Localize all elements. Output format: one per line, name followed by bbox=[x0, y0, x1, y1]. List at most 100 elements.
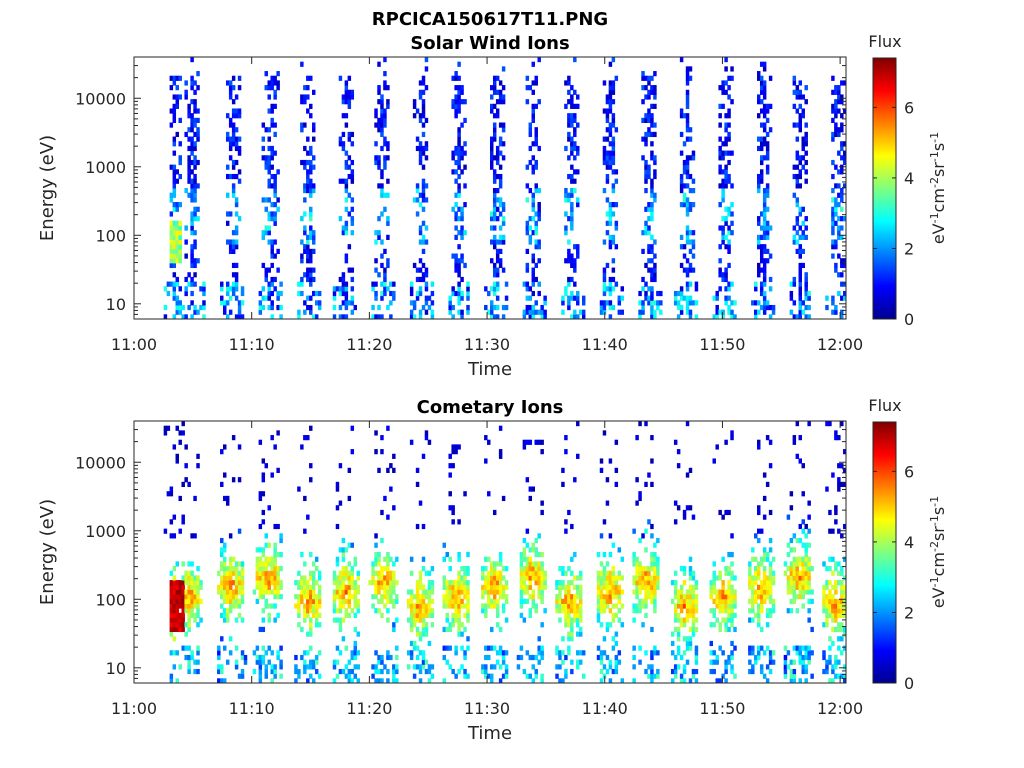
spectrogram-cell bbox=[602, 594, 607, 600]
spectrogram-cell bbox=[344, 225, 349, 231]
spectrogram-cell bbox=[650, 216, 654, 222]
spectrogram-cell bbox=[614, 664, 619, 670]
spectrogram-cell bbox=[300, 594, 304, 600]
spectrogram-cell bbox=[840, 113, 844, 119]
spectrogram-cell bbox=[225, 612, 230, 618]
spectrogram-cell bbox=[715, 295, 719, 301]
spectrogram-cell bbox=[490, 309, 494, 315]
spectrogram-cell bbox=[596, 603, 601, 609]
spectrogram-cell bbox=[190, 570, 194, 576]
spectrogram-cell bbox=[721, 650, 725, 656]
spectrogram-cell bbox=[576, 202, 580, 208]
spectrogram-cell bbox=[383, 272, 387, 278]
spectrogram-cell bbox=[599, 584, 604, 590]
spectrogram-cell bbox=[169, 253, 174, 259]
spectrogram-cell bbox=[276, 71, 280, 77]
spectrogram-cell bbox=[596, 570, 601, 576]
spectrogram-cell bbox=[409, 617, 414, 623]
colorbar-label: eV-1cm-2sr-1s-1 bbox=[928, 496, 948, 608]
spectrogram-cell bbox=[768, 575, 773, 581]
spectrogram-cell bbox=[691, 594, 696, 600]
spectrogram-cell bbox=[579, 603, 583, 609]
spectrogram-cell bbox=[611, 183, 616, 189]
spectrogram-cell bbox=[534, 225, 538, 231]
spectrogram-cell bbox=[807, 290, 811, 297]
spectrogram-cell bbox=[537, 57, 541, 63]
spectrogram-cell bbox=[267, 556, 271, 562]
spectrogram-cell bbox=[801, 542, 805, 548]
spectrogram-cell bbox=[561, 598, 565, 604]
spectrogram-cell bbox=[300, 589, 304, 595]
spectrogram-cell bbox=[540, 673, 544, 679]
spectrogram-cell bbox=[570, 580, 574, 586]
spectrogram-cell bbox=[691, 575, 696, 581]
spectrogram-cell bbox=[415, 598, 420, 604]
spectrogram-cell bbox=[460, 589, 464, 595]
spectrogram-cell bbox=[567, 300, 571, 306]
spectrogram-cell bbox=[169, 631, 174, 637]
spectrogram-cell bbox=[751, 664, 755, 670]
spectrogram-cell bbox=[798, 435, 802, 441]
spectrogram-cell bbox=[457, 668, 461, 675]
spectrogram-cell bbox=[418, 267, 423, 273]
spectrogram-cell bbox=[498, 678, 503, 684]
spectrogram-cell bbox=[454, 150, 458, 156]
spectrogram-cell bbox=[528, 570, 533, 576]
spectrogram-cell bbox=[163, 430, 168, 436]
spectrogram-cell bbox=[341, 141, 346, 147]
spectrogram-cell bbox=[679, 188, 684, 194]
spectrogram-cell bbox=[309, 145, 313, 152]
spectrogram-cell bbox=[261, 295, 266, 301]
spectrogram-cell bbox=[317, 598, 322, 604]
spectrogram-cell bbox=[415, 267, 420, 273]
spectrogram-cell bbox=[228, 561, 233, 567]
spectrogram-cell bbox=[317, 584, 322, 590]
spectrogram-cell bbox=[727, 286, 731, 292]
spectrogram-cell bbox=[688, 645, 693, 651]
spectrogram-cell bbox=[454, 267, 458, 273]
spectrogram-cell bbox=[460, 309, 464, 315]
spectrogram-cell bbox=[558, 584, 562, 590]
spectrogram-cell bbox=[682, 169, 687, 175]
spectrogram-cell bbox=[620, 678, 624, 684]
spectrogram-cell bbox=[837, 608, 841, 614]
spectrogram-cell bbox=[231, 290, 236, 297]
spectrogram-cell bbox=[309, 304, 313, 311]
spectrogram-cell bbox=[840, 234, 844, 240]
spectrogram-cell bbox=[454, 145, 458, 152]
spectrogram-cell bbox=[798, 248, 802, 254]
spectrogram-cell bbox=[840, 594, 844, 600]
spectrogram-cell bbox=[540, 570, 544, 576]
spectrogram-cell bbox=[457, 188, 461, 194]
spectrogram-cell bbox=[309, 594, 313, 600]
spectrogram-cell bbox=[460, 598, 464, 604]
spectrogram-cell bbox=[454, 589, 458, 595]
spectrogram-cell bbox=[460, 603, 464, 609]
spectrogram-cell bbox=[172, 230, 177, 236]
spectrogram-cell bbox=[822, 584, 826, 590]
spectrogram-cell bbox=[840, 262, 844, 269]
spectrogram-cell bbox=[255, 645, 260, 651]
spectrogram-cell bbox=[457, 94, 461, 100]
spectrogram-cell bbox=[424, 603, 429, 609]
spectrogram-cell bbox=[386, 258, 390, 264]
spectrogram-cell bbox=[309, 211, 313, 217]
spectrogram-cell bbox=[721, 230, 725, 236]
spectrogram-cell bbox=[270, 276, 274, 283]
spectrogram-cell bbox=[187, 481, 191, 487]
spectrogram-cell bbox=[682, 664, 687, 670]
spectrogram-cell bbox=[196, 136, 200, 142]
spectrogram-cell bbox=[531, 598, 535, 604]
spectrogram-cell bbox=[175, 206, 179, 212]
spectrogram-cell bbox=[463, 164, 467, 170]
spectrogram-cell bbox=[457, 230, 461, 236]
spectrogram-cell bbox=[650, 248, 654, 254]
spectrogram-cell bbox=[632, 556, 636, 562]
spectrogram-cell bbox=[653, 566, 657, 572]
spectrogram-cell bbox=[647, 575, 651, 581]
spectrogram-cell bbox=[347, 192, 352, 198]
spectrogram-cell bbox=[335, 523, 340, 530]
spectrogram-cell bbox=[175, 304, 179, 311]
spectrogram-cell bbox=[460, 122, 464, 128]
spectrogram-cell bbox=[762, 575, 767, 581]
